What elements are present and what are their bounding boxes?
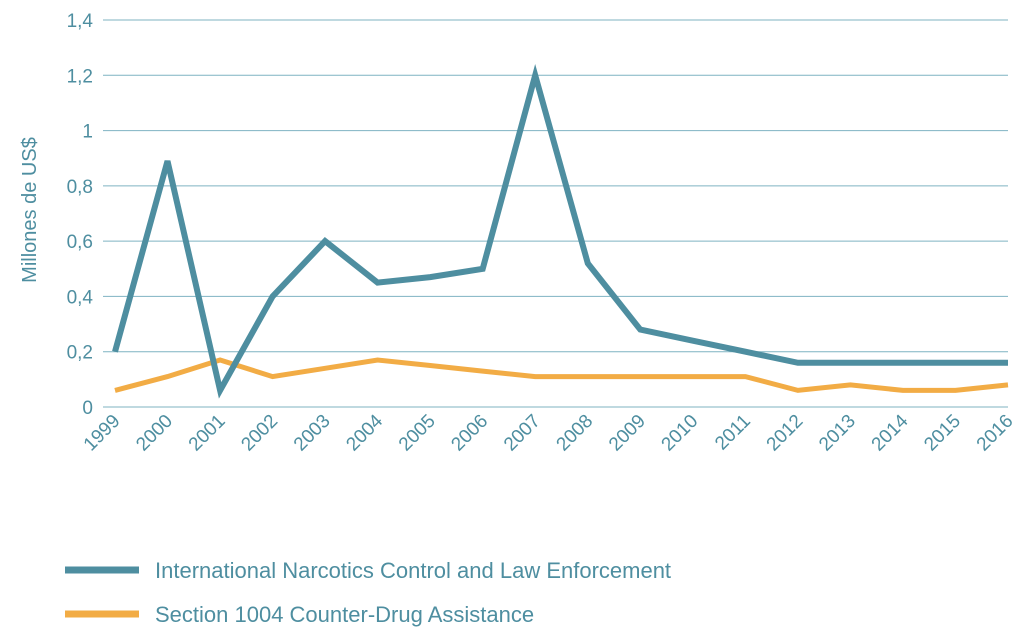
- x-tick-label: 2009: [605, 411, 650, 456]
- x-tick-label: 2004: [342, 410, 387, 455]
- x-tick-label: 2001: [185, 411, 230, 456]
- x-tick-label: 2002: [237, 411, 282, 456]
- x-tick-label: 2012: [763, 411, 808, 456]
- y-axis-ticks: 0 0,2 0,4 0,6 0,8 1 1,2 1,4: [67, 11, 94, 419]
- y-tick-label: 0,6: [67, 232, 93, 253]
- legend-label: International Narcotics Control and Law …: [155, 558, 671, 583]
- y-tick-label: 0,8: [67, 177, 93, 198]
- legend: International Narcotics Control and Law …: [65, 558, 671, 627]
- y-tick-label: 0,4: [67, 287, 94, 308]
- y-tick-label: 1,2: [67, 66, 93, 87]
- x-axis-ticks: 1999 2000 2001 2002 2003 2004 2005 2006 2007 2008…: [80, 410, 1018, 455]
- y-axis-title: Millones de US$: [19, 137, 41, 283]
- series-lines: [112, 64, 1009, 399]
- x-tick-label: 2003: [290, 411, 335, 456]
- x-tick-label: 2010: [658, 411, 703, 456]
- x-tick-label: 2000: [132, 411, 177, 456]
- legend-entry: International Narcotics Control and Law …: [65, 558, 671, 583]
- x-tick-label: 2015: [920, 411, 965, 456]
- series-line: [112, 64, 1008, 399]
- series-line: [114, 357, 1009, 393]
- x-tick-label: 2007: [500, 411, 545, 456]
- legend-entry: Section 1004 Counter-Drug Assistance: [65, 602, 534, 627]
- x-tick-label: 2011: [711, 411, 755, 455]
- x-tick-label: 2013: [815, 411, 860, 456]
- x-tick-label: 2006: [447, 411, 492, 456]
- y-tick-label: 1,4: [67, 11, 94, 32]
- x-tick-label: 2014: [868, 410, 913, 455]
- grid-lines: [103, 19, 1008, 408]
- y-tick-label: 1: [82, 122, 93, 143]
- y-tick-label: 0: [82, 398, 93, 419]
- x-tick-label: 2008: [553, 411, 598, 456]
- y-tick-label: 0,2: [67, 343, 93, 364]
- x-tick-label: 2005: [395, 411, 440, 456]
- x-tick-label: 2016: [973, 411, 1018, 456]
- legend-label: Section 1004 Counter-Drug Assistance: [155, 602, 534, 627]
